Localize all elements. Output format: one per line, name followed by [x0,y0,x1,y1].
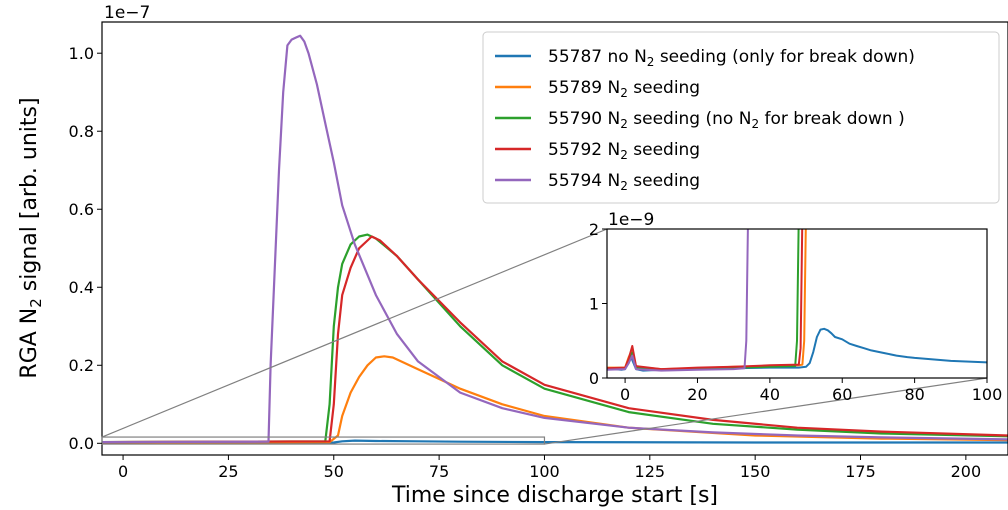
main-y-tick-label: 0.2 [69,356,94,375]
inset-axes: 0 20 40 60 80 100 0 1 2 1e−9 [589,210,1002,404]
legend-label-0: 55787 no N2 seeding (only for break down… [548,47,915,69]
main-x-tick-label: 50 [324,462,344,481]
main-series-line-0 [102,439,1008,444]
main-y-tick-label: 1.0 [69,44,94,63]
main-plot-area [102,34,1008,444]
legend-frame [482,31,1000,204]
main-axes-frame [101,21,1008,456]
inset-series-line-3 [607,229,804,371]
main-y-tick-label: 0.6 [69,200,94,219]
zoom-connector-line [544,377,988,445]
inset-y-tick-label: 2 [589,220,599,239]
y-axis-label-prefix: RGA N [17,308,42,379]
legend: 55787 no N2 seeding (only for break down… [482,31,1000,204]
main-y-tick-label: 0.8 [69,122,94,141]
legend-label-2: 55790 N2 seeding (no N2 for break down ) [548,109,905,131]
y-axis-label-suffix: signal [arb. units] [17,97,42,298]
inset-series-line-4 [607,229,749,372]
inset-plot-area [607,229,987,372]
inset-x-tick-label: 0 [620,385,630,404]
main-y-tick-label: 0.4 [69,278,94,297]
inset-x-tick-label: 80 [904,385,924,404]
main-y-offset-label: 1e−7 [104,3,150,23]
inset-y-tick-label: 0 [589,369,599,388]
inset-x-tick-label: 20 [687,385,707,404]
main-y-axis: 0.0 0.2 0.4 0.6 0.8 1.0 [69,44,102,453]
main-x-tick-label: 100 [529,462,560,481]
inset-series-line-0 [607,327,987,372]
zoom-indicator [101,228,988,445]
inset-y-tick-label: 1 [589,294,599,313]
inset-x-tick-label: 40 [760,385,780,404]
main-x-tick-label: 175 [845,462,876,481]
main-series-line-3 [102,235,1008,444]
legend-label-3: 55792 N2 seeding [548,140,700,162]
main-x-tick-label: 150 [740,462,771,481]
y-axis-label: RGA N2 signal [arb. units] [17,97,45,378]
legend-label-1: 55789 N2 seeding [548,78,700,100]
zoom-connector-line [101,228,608,438]
inset-y-offset-label: 1e−9 [608,210,654,230]
inset-x-tick-label: 60 [832,385,852,404]
main-x-tick-label: 25 [218,462,238,481]
main-x-tick-label: 200 [951,462,982,481]
inset-x-axis: 0 20 40 60 80 100 [620,378,1002,404]
inset-x-tick-label: 100 [972,385,1003,404]
x-axis-label: Time since discharge start [s] [391,483,718,508]
legend-label-4: 55794 N2 seeding [548,171,700,193]
main-x-tick-label: 0 [118,462,128,481]
zoom-region-box [101,436,546,445]
inset-y-axis: 0 1 2 [589,220,607,388]
main-x-tick-label: 75 [429,462,449,481]
main-series-line-4 [102,34,1008,444]
y-axis-label-subscript: 2 [27,298,45,308]
main-y-tick-label: 0.0 [69,434,94,453]
main-x-axis: 0 25 50 75 100 125 150 175 200 [118,455,981,481]
main-x-tick-label: 125 [635,462,666,481]
